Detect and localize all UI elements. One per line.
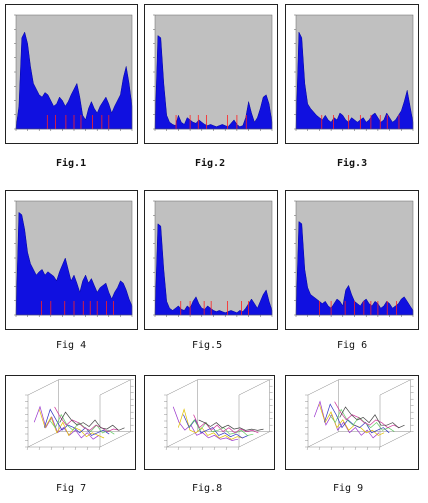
plot-frame bbox=[154, 14, 273, 130]
area-series bbox=[15, 31, 133, 130]
line-series bbox=[318, 404, 385, 436]
figure-7-panel bbox=[5, 375, 136, 470]
figure-4-chart bbox=[14, 200, 133, 317]
x-tick bbox=[189, 446, 192, 451]
figure-3-chart bbox=[294, 14, 414, 131]
x-tick bbox=[342, 446, 345, 451]
figure-8-panel bbox=[144, 375, 275, 470]
figure-4-caption: Fig 4 bbox=[56, 340, 87, 351]
figure-4-panel bbox=[5, 190, 138, 330]
box-edge bbox=[99, 431, 131, 448]
box-edge bbox=[307, 431, 339, 448]
box-edge bbox=[27, 431, 59, 448]
figure-1-panel bbox=[5, 4, 138, 144]
figure-6-chart bbox=[294, 200, 414, 317]
figure-8-chart bbox=[164, 379, 273, 451]
plot-area bbox=[296, 15, 413, 129]
box-edge bbox=[379, 431, 411, 448]
x-tick bbox=[74, 446, 77, 451]
figure-5-caption: Fig.5 bbox=[192, 340, 223, 351]
figure-5-panel bbox=[144, 190, 278, 330]
plot-area bbox=[155, 15, 272, 129]
box-edge bbox=[307, 379, 339, 396]
figure-1-chart bbox=[14, 14, 133, 131]
figure-2-panel bbox=[144, 4, 278, 144]
line-series bbox=[172, 406, 239, 441]
x-tick bbox=[378, 446, 381, 451]
box-edge bbox=[166, 379, 198, 396]
x-tick bbox=[62, 446, 65, 451]
area-series bbox=[154, 223, 273, 316]
figure-5-chart bbox=[153, 200, 273, 317]
figure-6-panel bbox=[285, 190, 419, 330]
area-series bbox=[15, 211, 133, 316]
x-tick bbox=[354, 446, 357, 451]
line-series bbox=[339, 406, 405, 429]
plot-area bbox=[155, 201, 272, 315]
figure-7-caption: Fig 7 bbox=[56, 483, 87, 494]
x-tick bbox=[50, 446, 53, 451]
line-series bbox=[188, 419, 254, 436]
figure-6-caption: Fig 6 bbox=[337, 340, 368, 351]
figure-3-caption: Fig.3 bbox=[337, 158, 368, 169]
plot-frame bbox=[295, 14, 414, 130]
x-tick bbox=[201, 446, 204, 451]
x-tick bbox=[306, 446, 309, 451]
box-edge bbox=[27, 379, 59, 396]
x-tick bbox=[38, 446, 41, 451]
figure-2-caption: Fig.2 bbox=[195, 158, 226, 169]
x-tick bbox=[330, 446, 333, 451]
x-tick bbox=[86, 446, 89, 451]
figure-9-chart bbox=[305, 379, 414, 451]
figure-7-chart bbox=[25, 379, 134, 451]
box-edge bbox=[238, 431, 270, 448]
box-edge bbox=[99, 379, 131, 396]
x-tick bbox=[177, 446, 180, 451]
line-series bbox=[38, 409, 105, 439]
plot-frame bbox=[15, 200, 133, 316]
x-tick bbox=[318, 446, 321, 451]
line-series bbox=[193, 414, 259, 434]
plot-frame bbox=[154, 200, 273, 316]
x-tick bbox=[213, 446, 216, 451]
x-tick bbox=[98, 446, 101, 451]
figure-2-chart bbox=[153, 14, 273, 131]
plot-frame bbox=[15, 14, 133, 130]
x-tick bbox=[366, 446, 369, 451]
line-series bbox=[44, 408, 110, 436]
figure-9-panel bbox=[285, 375, 419, 470]
area-series bbox=[154, 34, 273, 130]
area-series bbox=[295, 31, 414, 130]
plot-frame bbox=[295, 200, 414, 316]
line-series bbox=[59, 411, 125, 431]
area-series bbox=[295, 220, 414, 316]
box-edge bbox=[166, 431, 198, 448]
line-series bbox=[198, 419, 264, 431]
plot-area bbox=[296, 201, 413, 315]
figure-3-panel bbox=[285, 4, 419, 144]
line-series bbox=[183, 414, 249, 439]
line-series bbox=[324, 403, 390, 434]
line-series bbox=[334, 401, 400, 429]
figure-8-caption: Fig.8 bbox=[192, 483, 223, 494]
figure-9-caption: Fig 9 bbox=[333, 483, 364, 494]
line-series bbox=[54, 406, 120, 432]
x-tick bbox=[165, 446, 168, 451]
x-tick bbox=[26, 446, 29, 451]
figure-1-caption: Fig.1 bbox=[56, 158, 87, 169]
x-tick bbox=[225, 446, 228, 451]
x-tick bbox=[237, 446, 240, 451]
box-edge bbox=[379, 379, 411, 396]
box-edge bbox=[238, 379, 270, 396]
